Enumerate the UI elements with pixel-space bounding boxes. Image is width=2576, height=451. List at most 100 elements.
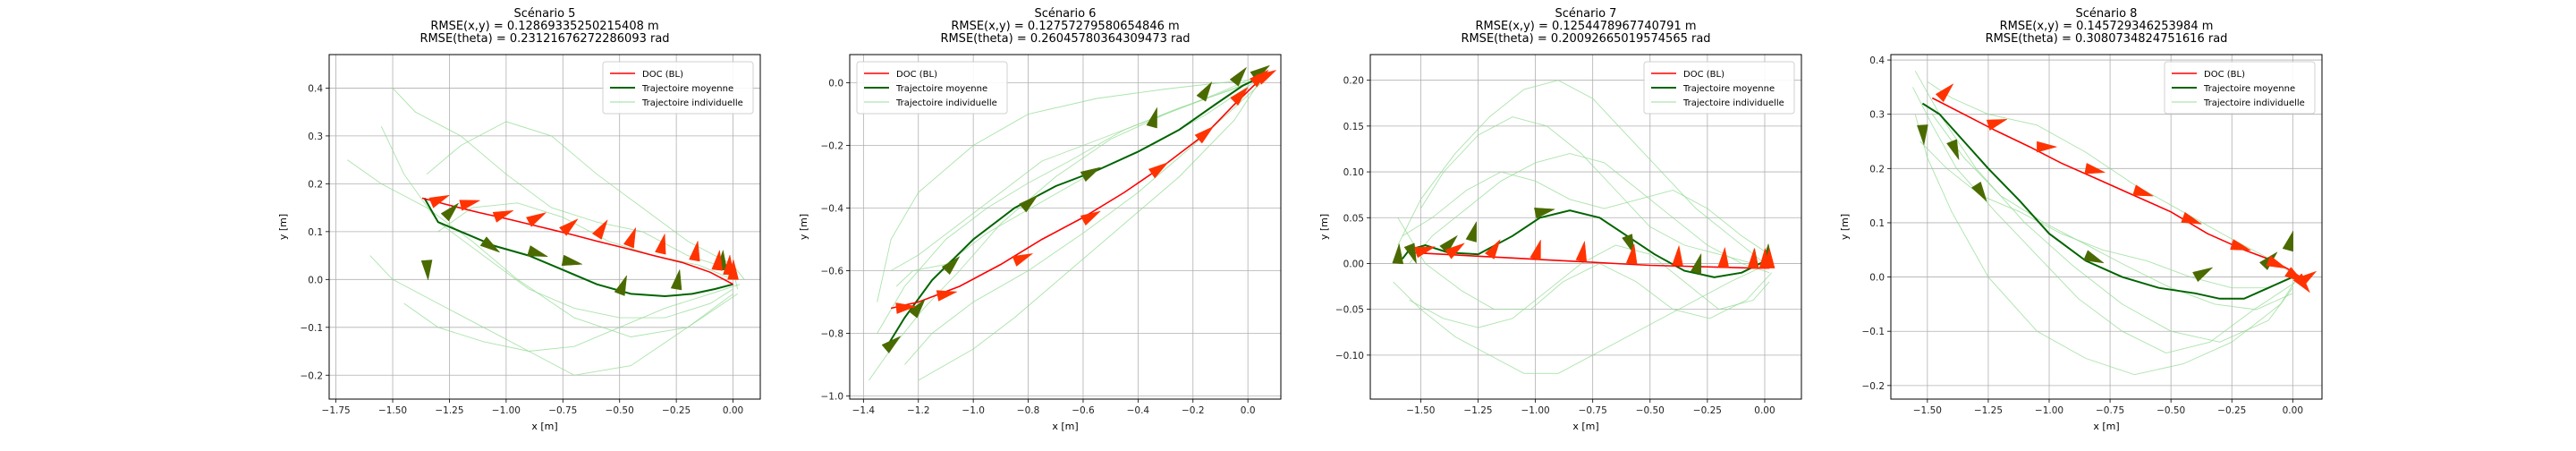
mean-orientation-arrow — [1229, 66, 1248, 87]
mean-orientation-arrow — [561, 254, 583, 267]
y-tick-label: −0.8 — [821, 329, 844, 340]
x-tick-label: −0.75 — [2096, 405, 2124, 416]
y-tick-label: 0.1 — [1869, 218, 1885, 229]
doc-orientation-arrow — [459, 200, 481, 211]
mean-orientation-arrow — [1622, 234, 1635, 256]
doc-orientation-arrow — [727, 259, 739, 280]
doc-orientation-arrow — [689, 240, 700, 262]
individual-trajectory-line — [895, 82, 1254, 287]
legend-label: Trajectoire individuelle — [2203, 98, 2305, 108]
axes-frame — [328, 54, 761, 400]
chart-title-line: RMSE(x,y) = 0.12757279580654846 m — [951, 20, 1179, 33]
x-tick-label: −1.0 — [962, 405, 985, 416]
axes-frame — [849, 54, 1282, 400]
doc-orientation-arrow — [1080, 210, 1102, 226]
legend-label: DOC (BL) — [2204, 70, 2245, 80]
y-tick-label: 0.1 — [308, 227, 323, 238]
mean-orientation-arrow — [941, 256, 961, 276]
chart-title-line: Scénario 5 — [514, 7, 576, 21]
individual-trajectory-line — [918, 82, 1259, 381]
individual-trajectory-line — [877, 76, 1262, 334]
x-tick-label: −1.50 — [378, 405, 407, 416]
x-axis-label: x [m] — [2093, 421, 2119, 432]
legend-label: Trajectoire moyenne — [2203, 84, 2295, 94]
doc-orientation-arrow — [526, 212, 547, 227]
mean-orientation-arrow — [1690, 252, 1702, 275]
individual-trajectory-line — [1914, 70, 2293, 343]
chart-title-line: Scénario 7 — [1555, 7, 1617, 21]
mean-orientation-arrow — [1534, 208, 1556, 219]
doc-orientation-arrow — [492, 209, 514, 223]
x-tick-label: −1.25 — [1974, 405, 2003, 416]
legend: DOC (BL) Trajectoire moyenne Trajectoire i… — [1643, 61, 1795, 115]
chart-title-line: RMSE(theta) = 0.20092665019574565 rad — [1461, 32, 1710, 46]
x-tick-label: −0.2 — [1182, 405, 1205, 416]
y-tick-label: −0.4 — [821, 204, 844, 215]
x-tick-label: −1.50 — [1406, 405, 1435, 416]
doc-trajectory-line — [1409, 251, 1770, 269]
mean-orientation-arrow — [1392, 243, 1404, 265]
mean-trajectory-line — [1921, 102, 2293, 300]
y-tick-label: −0.6 — [821, 267, 844, 277]
legend-box — [2164, 61, 2316, 115]
doc-orientation-arrow — [2296, 270, 2318, 288]
y-tick-label: −0.2 — [1862, 381, 1885, 392]
mean-orientation-arrow — [614, 275, 628, 296]
x-axis-label: x [m] — [1572, 421, 1598, 432]
individual-trajectory-line — [380, 126, 733, 319]
legend-label: Trajectoire moyenne — [641, 84, 733, 94]
individual-trajectory-line — [1919, 140, 2293, 289]
doc-orientation-arrow — [428, 194, 451, 208]
x-tick-label: −1.4 — [852, 405, 876, 416]
x-tick-label: −1.25 — [1463, 405, 1492, 416]
y-tick-label: 0.10 — [1343, 167, 1364, 178]
x-tick-label: −0.25 — [2217, 405, 2246, 416]
doc-orientation-arrow — [1575, 240, 1588, 262]
chart-title-line: RMSE(x,y) = 0.145729346253984 m — [2000, 20, 2214, 33]
mean-orientation-arrow — [1080, 166, 1102, 183]
chart-title-line: RMSE(theta) = 0.26045780364309473 rad — [940, 32, 1190, 46]
doc-orientation-arrow — [1672, 244, 1683, 267]
legend-label: DOC (BL) — [896, 70, 937, 80]
doc-orientation-arrow — [1414, 246, 1436, 259]
y-axis-label: y [m] — [1839, 214, 1851, 240]
legend-label: Trajectoire individuelle — [641, 98, 743, 108]
y-tick-label: −1.0 — [821, 392, 844, 403]
mean-orientation-arrow — [1946, 139, 1960, 161]
axes-frame — [1369, 54, 1802, 400]
y-axis-label: y [m] — [1318, 214, 1330, 240]
x-tick-label: −1.00 — [2035, 405, 2063, 416]
mean-orientation-arrow — [1196, 81, 1213, 102]
mean-orientation-arrow — [479, 236, 501, 253]
doc-orientation-arrow — [1986, 119, 2008, 131]
y-tick-label: 0.3 — [1869, 110, 1885, 121]
chart-title-line: RMSE(x,y) = 0.1254478967740791 m — [1475, 20, 1696, 33]
individual-trajectory-line — [877, 79, 1254, 302]
mean-trajectory-line — [423, 197, 733, 298]
mean-orientation-arrow — [1917, 124, 1928, 146]
mean-orientation-arrow — [2282, 230, 2294, 252]
doc-orientation-arrow — [1717, 246, 1730, 268]
doc-orientation-arrow — [558, 218, 579, 236]
mean-orientation-arrow — [908, 298, 926, 319]
y-axis-label: y [m] — [798, 214, 809, 240]
doc-orientation-arrow — [2132, 184, 2155, 197]
mean-trajectory-line — [885, 75, 1262, 350]
y-tick-label: 0.4 — [308, 83, 323, 94]
chart-title-line: RMSE(theta) = 0.3080734824751616 rad — [1986, 32, 2228, 46]
chart-title-line: Scénario 8 — [2076, 7, 2138, 21]
individual-trajectory-line — [392, 88, 739, 290]
y-tick-label: −0.2 — [821, 141, 844, 152]
chart-title-line: RMSE(theta) = 0.23121676272286093 rad — [419, 32, 669, 46]
individual-trajectory-line — [1420, 116, 1772, 264]
x-tick-label: 0.00 — [723, 405, 743, 416]
doc-orientation-arrow — [1935, 83, 1954, 103]
x-tick-label: −1.75 — [322, 405, 351, 416]
chart-title-line: RMSE(x,y) = 0.12869335250215408 m — [430, 20, 658, 33]
legend: DOC (BL) Trajectoire moyenne Trajectoire i… — [856, 61, 1008, 115]
y-tick-label: −0.2 — [301, 370, 324, 381]
y-tick-label: 0.0 — [308, 275, 323, 285]
legend-label: Trajectoire individuelle — [1682, 98, 1784, 108]
